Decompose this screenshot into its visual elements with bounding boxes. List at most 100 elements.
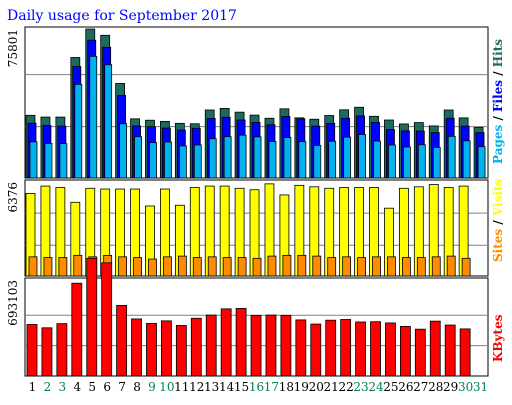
bar-pages-day-24: [373, 140, 381, 179]
bar-sites-day-26: [401, 257, 411, 277]
bar-sites-day-25: [387, 256, 396, 277]
bar-kbytes-day-23: [355, 321, 366, 377]
bar-kbytes-day-6: [101, 262, 113, 377]
x-tick-day-7: 7: [118, 380, 126, 394]
x-tick-day-28: 28: [428, 380, 443, 394]
panel-hits-files-pages: 75801 Pages / Files / Hits: [6, 26, 505, 179]
bar-pages-day-13: [208, 138, 217, 179]
legend-pages: Pages: [491, 124, 505, 164]
bar-sites-day-29: [446, 255, 456, 277]
x-tick-day-23: 23: [353, 380, 368, 394]
series-kbytes: [26, 257, 471, 377]
bar-sites-day-19: [297, 254, 307, 277]
bar-kbytes-day-28: [429, 320, 441, 377]
bar-pages-day-3: [59, 143, 68, 179]
chart-title: Daily usage for September 2017: [7, 8, 237, 24]
bar-kbytes-day-15: [235, 308, 247, 377]
x-tick-day-20: 20: [309, 380, 324, 394]
bar-kbytes-day-9: [146, 322, 157, 377]
bar-pages-day-18: [283, 137, 292, 179]
bar-pages-day-25: [388, 144, 396, 179]
x-tick-day-17: 17: [264, 380, 279, 394]
bar-sites-day-10: [163, 256, 172, 277]
bar-sites-day-14: [222, 257, 232, 277]
bar-sites-day-2: [43, 257, 53, 277]
bar-sites-day-23: [357, 257, 366, 277]
bar-sites-day-17: [267, 255, 277, 277]
x-tick-day-26: 26: [398, 380, 413, 394]
x-tick-day-25: 25: [383, 380, 398, 394]
x-tick-day-21: 21: [324, 380, 339, 394]
bar-pages-day-10: [164, 141, 172, 179]
bar-kbytes-day-13: [205, 314, 217, 377]
x-tick-day-11: 11: [174, 380, 189, 394]
legend-separator: /: [491, 112, 505, 125]
bar-sites-day-27: [416, 257, 426, 277]
x-tick-day-13: 13: [204, 380, 219, 394]
bar-pages-day-22: [343, 136, 352, 179]
bar-kbytes-day-30: [459, 328, 471, 377]
x-tick-day-6: 6: [103, 380, 111, 394]
series-visits: [25, 183, 469, 277]
bar-pages-day-5: [89, 55, 98, 179]
bar-kbytes-day-22: [340, 319, 352, 377]
bar-pages-day-12: [193, 144, 202, 179]
bar-kbytes-day-3: [56, 323, 68, 377]
bar-kbytes-day-20: [310, 323, 322, 377]
bar-pages-day-14: [223, 136, 232, 179]
bar-sites-day-21: [327, 257, 337, 277]
bar-sites-day-8: [133, 257, 142, 277]
bar-kbytes-day-29: [444, 324, 456, 377]
bar-sites-day-12: [192, 257, 202, 277]
x-tick-day-30: 30: [458, 380, 473, 394]
x-axis: 1 2 3 4 5 6 7 8 9 10 11 12 13 14 15 16 17 18 19 20 21 22 23 24 2…: [29, 380, 489, 394]
bar-kbytes-day-26: [399, 326, 411, 377]
panel-visits-sites: 6376 Sites / Visits: [6, 179, 505, 277]
bar-sites-day-28: [431, 256, 441, 277]
x-tick-day-1: 1: [29, 380, 37, 394]
bar-sites-day-15: [237, 257, 247, 277]
bar-pages-day-4: [74, 84, 83, 179]
x-tick-day-27: 27: [413, 380, 428, 394]
bar-kbytes-day-18: [280, 314, 292, 377]
bar-pages-day-17: [268, 141, 277, 179]
bar-pages-day-30: [462, 140, 471, 179]
bar-kbytes-day-27: [414, 328, 426, 377]
panel-legend: Sites / Visits: [491, 179, 505, 262]
bar-kbytes-day-14: [220, 308, 232, 377]
panel-kbytes: 693103 KBytes: [6, 257, 505, 377]
chart-panels: 75801 Pages / Files / Hits 6376 Sites / Vis…: [6, 26, 505, 377]
legend-kbytes: KBytes: [491, 314, 505, 362]
x-tick-day-16: 16: [249, 380, 264, 394]
panel-max-label: 6376: [6, 182, 20, 213]
bar-sites-day-20: [312, 255, 322, 277]
x-tick-day-10: 10: [159, 380, 174, 394]
bar-pages-day-9: [149, 142, 157, 179]
bar-pages-day-11: [178, 145, 187, 179]
bar-kbytes-day-4: [71, 282, 83, 377]
bar-kbytes-day-21: [325, 319, 337, 377]
bar-pages-day-8: [134, 136, 142, 179]
bar-kbytes-day-10: [161, 320, 172, 377]
x-tick-day-2: 2: [44, 380, 52, 394]
legend-visits: Visits: [491, 179, 505, 218]
bar-sites-day-13: [207, 256, 217, 277]
bar-kbytes-day-19: [295, 319, 307, 377]
x-tick-day-15: 15: [234, 380, 249, 394]
panel-legend: KBytes: [491, 314, 505, 362]
bar-pages-day-29: [447, 135, 456, 179]
bar-pages-day-31: [477, 146, 486, 179]
x-tick-day-18: 18: [279, 380, 294, 394]
x-tick-day-19: 19: [294, 380, 309, 394]
bar-pages-day-7: [119, 123, 128, 179]
bar-kbytes-day-5: [86, 257, 98, 377]
bar-pages-day-26: [402, 146, 411, 179]
bar-sites-day-9: [148, 258, 157, 277]
x-tick-day-14: 14: [219, 380, 235, 394]
bar-kbytes-day-2: [41, 327, 53, 377]
panel-legend: Pages / Files / Hits: [491, 39, 505, 164]
bar-sites-day-4: [73, 254, 83, 277]
bar-kbytes-day-11: [175, 325, 187, 377]
